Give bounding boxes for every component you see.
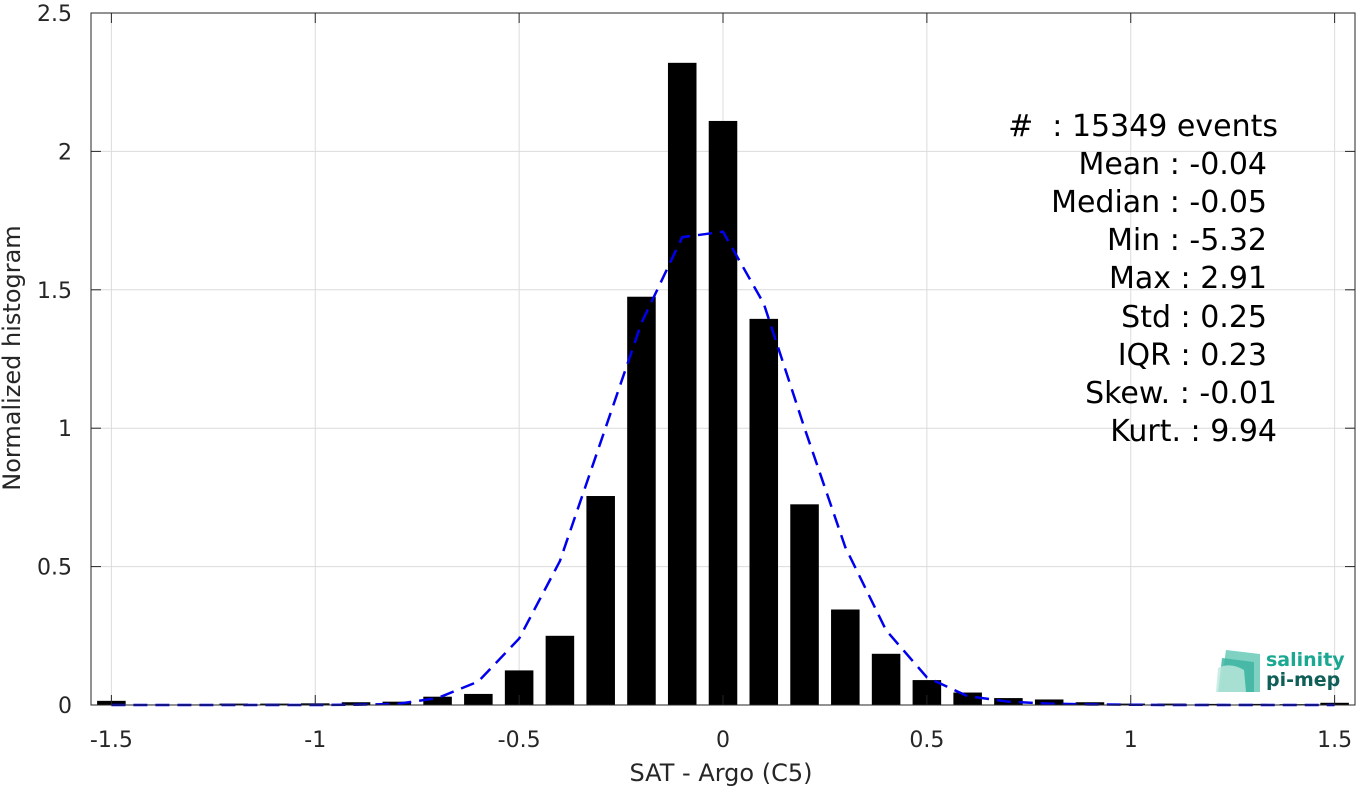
axis-ticks: -1.5 -1 -0.5 0 0.5 1 1.5 0 0.5 1 1.5 2 2.5 (37, 2, 1355, 753)
y-tick-label: 0 (58, 694, 72, 719)
histogram-bar (382, 701, 412, 705)
stat-iqr: IQR : 0.23 (1118, 338, 1267, 373)
histogram-bar (953, 692, 982, 705)
x-tick-label: -1 (304, 728, 326, 753)
stat-events: # : 15349 events (1008, 109, 1278, 144)
y-tick-label: 1.5 (37, 279, 72, 304)
histogram-bar (423, 696, 452, 705)
x-tick-label: -0.5 (498, 728, 541, 753)
stat-mean: Mean : -0.04 (1078, 147, 1267, 182)
salinity-pimep-logo: salinity pi-mep (1216, 649, 1345, 692)
histogram-bar (586, 496, 615, 705)
histogram-bar (831, 609, 860, 705)
x-tick-label: 1 (1124, 728, 1138, 753)
histogram-bar (627, 296, 656, 705)
y-tick-label: 1 (58, 417, 72, 442)
x-axis-label: SAT - Argo (C5) (630, 759, 813, 787)
x-tick-label: 0 (716, 728, 730, 753)
histogram-bar (1238, 703, 1268, 705)
stat-median: Median : -0.05 (1051, 185, 1267, 220)
x-tick-label: 0.5 (909, 728, 944, 753)
y-axis-label: Normalized histogram (0, 225, 26, 490)
histogram-bar (1157, 703, 1186, 705)
histogram-bar (790, 504, 819, 705)
x-tick-label: 1.5 (1317, 728, 1352, 753)
histogram-bar (464, 693, 493, 705)
histogram-bar (708, 120, 738, 705)
histogram-bar (667, 62, 697, 706)
x-tick-label: -1.5 (90, 728, 133, 753)
y-tick-label: 2 (58, 140, 72, 165)
logo-line1: salinity (1266, 649, 1345, 671)
histogram-bar (1198, 703, 1227, 705)
stat-skew: Skew. : -0.01 (1085, 376, 1277, 411)
histogram-bar (545, 635, 575, 705)
histogram-bar (1034, 699, 1064, 705)
stat-std: Std : 0.25 (1121, 300, 1267, 335)
histogram-bar (871, 653, 901, 705)
stats-annotation: # : 15349 events Mean : -0.04 Median : -… (1008, 109, 1278, 449)
stat-kurt: Kurt. : 9.94 (1110, 414, 1277, 449)
histogram-bars (97, 62, 1349, 706)
y-tick-label: 0.5 (37, 556, 72, 581)
stat-min: Min : -5.32 (1107, 223, 1267, 258)
stat-max: Max : 2.91 (1109, 261, 1267, 296)
y-tick-label: 2.5 (37, 2, 72, 27)
histogram-bar (749, 318, 779, 705)
logo-line2: pi-mep (1266, 669, 1340, 691)
